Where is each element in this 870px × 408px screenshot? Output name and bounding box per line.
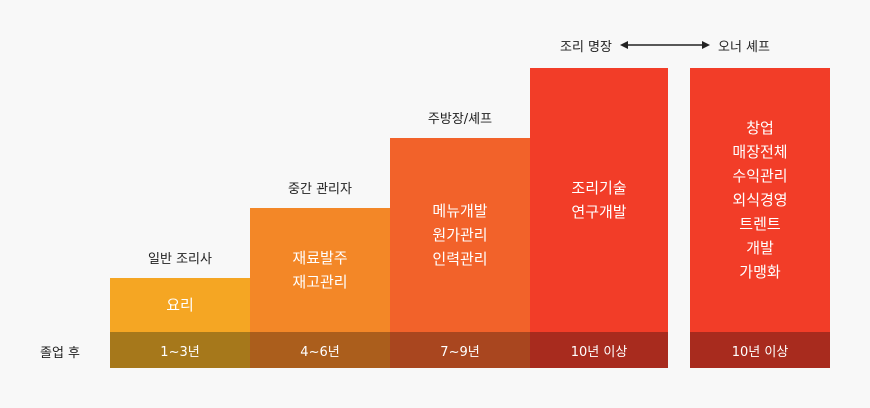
step3-duty: 인력관리 <box>432 250 488 268</box>
step-head-chef: 메뉴개발 원가관리 인력관리 7~9년 <box>390 138 530 368</box>
step1-period: 1~3년 <box>110 332 250 368</box>
step1-duty: 요리 <box>166 296 194 314</box>
step2-body: 재료발주 재고관리 <box>250 208 390 332</box>
owner-chef-label: 오너 셰프 <box>717 39 770 55</box>
step-master-chef: 조리기술 연구개발 10년 이상 <box>530 68 668 368</box>
step3-body: 메뉴개발 원가관리 인력관리 <box>390 138 530 332</box>
step4-duty: 연구개발 <box>571 203 627 221</box>
step5-body: 창업 매장전체 수익관리 외식경영 트렌트 개발 가맹화 <box>690 68 830 332</box>
step3-period: 7~9년 <box>390 332 530 368</box>
step3-duty: 원가관리 <box>432 226 488 244</box>
step-entry-cook: 요리 1~3년 <box>110 278 250 368</box>
step4-period: 10년 이상 <box>530 332 668 368</box>
step2-duty: 재고관리 <box>292 273 348 291</box>
step5-period: 10년 이상 <box>690 332 830 368</box>
step5-duty: 매장전체 <box>732 143 788 161</box>
step5-duty: 창업 <box>746 119 774 137</box>
step-middle-manager: 재료발주 재고관리 4~6년 <box>250 208 390 368</box>
step3-title: 주방장/셰프 <box>427 112 493 127</box>
step4-duty: 조리기술 <box>571 179 627 197</box>
step4-body: 조리기술 연구개발 <box>530 68 668 332</box>
step2-period: 4~6년 <box>250 332 390 368</box>
double-arrow-icon <box>619 41 710 49</box>
step5-duty: 수익관리 <box>732 167 788 185</box>
step1-title: 일반 조리사 <box>148 252 212 267</box>
step5-duty: 가맹화 <box>739 263 781 281</box>
step5-duty: 트렌트 <box>739 215 781 233</box>
step5-duty: 외식경영 <box>732 191 788 209</box>
step1-body: 요리 <box>110 278 250 332</box>
step-owner-chef: 창업 매장전체 수익관리 외식경영 트렌트 개발 가맹화 10년 이상 <box>690 68 830 368</box>
step3-duty: 메뉴개발 <box>432 202 488 220</box>
top-path-label: 조리 명장 오너 셰프 <box>560 34 770 56</box>
step5-duty: 개발 <box>746 239 774 257</box>
step2-title: 중간 관리자 <box>288 182 352 197</box>
master-chef-label: 조리 명장 <box>560 39 612 55</box>
step2-duty: 재료발주 <box>292 249 348 267</box>
row-label-graduation: 졸업 후 <box>40 345 81 361</box>
